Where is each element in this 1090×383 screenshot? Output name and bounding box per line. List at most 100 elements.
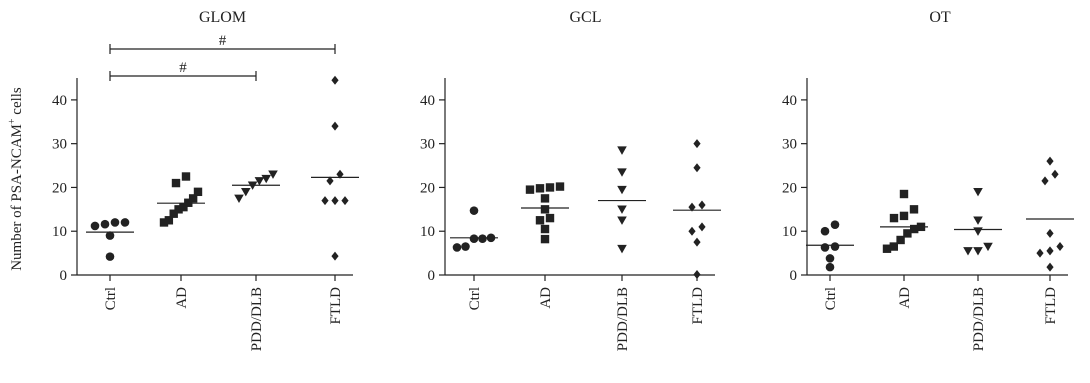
data-point-ftld bbox=[326, 176, 334, 186]
data-point-ctrl bbox=[105, 231, 115, 240]
data-point-ad bbox=[882, 244, 892, 253]
panel-title: OT bbox=[929, 9, 951, 26]
y-tick-label: 40 bbox=[52, 93, 67, 109]
data-point-ftld bbox=[331, 251, 339, 261]
y-tick-label: 20 bbox=[52, 180, 67, 196]
category-label: Ctrl bbox=[103, 287, 119, 310]
data-point-ftld bbox=[321, 196, 329, 206]
data-point-ad bbox=[179, 202, 188, 212]
data-point-ad bbox=[171, 178, 181, 188]
data-point-ad bbox=[889, 213, 899, 223]
data-point-pdd-dlb bbox=[254, 177, 265, 186]
data-point-ctrl bbox=[820, 226, 830, 236]
data-point-ftld bbox=[1046, 246, 1054, 256]
y-tick-label: 30 bbox=[420, 137, 435, 153]
data-point-ad bbox=[545, 213, 555, 223]
data-point-ad bbox=[903, 229, 912, 238]
category-label: AD bbox=[897, 287, 913, 309]
data-point-ctrl bbox=[825, 254, 835, 263]
y-axis-label-superscript: + bbox=[7, 118, 18, 124]
data-point-ad bbox=[174, 205, 183, 214]
panel-title: GLOM bbox=[199, 9, 246, 26]
data-point-ctrl bbox=[110, 218, 120, 227]
y-tick-label: 0 bbox=[790, 268, 798, 284]
data-point-ftld bbox=[331, 196, 339, 206]
data-point-ftld bbox=[1041, 176, 1049, 186]
y-tick-label: 0 bbox=[428, 268, 436, 284]
data-point-ctrl bbox=[120, 218, 130, 227]
data-point-ctrl bbox=[90, 221, 100, 231]
data-point-pdd-dlb bbox=[268, 170, 278, 179]
data-point-ad bbox=[540, 205, 550, 214]
data-point-ad bbox=[159, 218, 169, 227]
data-point-ctrl bbox=[100, 219, 110, 229]
y-tick-label: 10 bbox=[52, 224, 67, 240]
data-point-ctrl bbox=[830, 220, 840, 229]
data-point-pdd-dlb bbox=[617, 205, 627, 214]
data-point-ad bbox=[540, 234, 550, 244]
panel-glom: GLOM 0 10 20 30 40 Ctrl AD PDD/DLB FTLD # # bbox=[52, 9, 359, 351]
data-point-ad bbox=[899, 189, 909, 199]
data-point-ctrl bbox=[830, 242, 840, 251]
data-point-ftld bbox=[698, 222, 706, 232]
data-point-ftld bbox=[688, 202, 696, 212]
data-point-pdd-dlb bbox=[973, 227, 983, 236]
category-label: AD bbox=[538, 287, 554, 309]
data-point-ctrl bbox=[469, 206, 479, 215]
data-point-ftld bbox=[336, 169, 344, 179]
data-point-ctrl bbox=[452, 243, 462, 252]
category-label: FTLD bbox=[690, 287, 706, 325]
data-point-ad bbox=[540, 224, 550, 234]
data-point-ftld bbox=[1051, 169, 1059, 179]
category-label: PDD/DLB bbox=[249, 287, 265, 351]
data-point-ad bbox=[555, 182, 565, 191]
data-point-ftld bbox=[688, 226, 696, 236]
data-point-pdd-dlb bbox=[963, 247, 973, 256]
data-point-ctrl bbox=[469, 234, 479, 243]
data-point-ad bbox=[535, 216, 545, 225]
data-point-ctrl bbox=[486, 233, 496, 243]
significance-marker: # bbox=[179, 60, 187, 76]
chart-panels: GLOM 0 10 20 30 40 Ctrl AD PDD/DLB FTLD # # GCL 0 10 20… bbox=[52, 9, 1074, 351]
y-tick-label: 10 bbox=[420, 224, 435, 240]
data-point-ad bbox=[164, 216, 174, 225]
significance-bracket bbox=[109, 71, 257, 81]
y-tick-label: 20 bbox=[782, 180, 797, 196]
data-point-pdd-dlb bbox=[617, 146, 627, 155]
category-label: AD bbox=[174, 287, 190, 309]
category-label: PDD/DLB bbox=[615, 287, 631, 351]
y-axis-label-suffix: cells bbox=[9, 87, 25, 118]
data-point-ftld bbox=[693, 237, 701, 247]
data-point-ctrl bbox=[461, 242, 470, 251]
panel-title: GCL bbox=[570, 9, 602, 26]
y-axis-label: Number of PSA-NCAM+ cells bbox=[7, 87, 25, 271]
data-point-pdd-dlb bbox=[617, 244, 627, 254]
data-point-ctrl bbox=[478, 234, 487, 243]
data-point-pdd-dlb bbox=[247, 181, 258, 190]
data-point-pdd-dlb bbox=[983, 242, 993, 252]
data-point-pdd-dlb bbox=[973, 188, 983, 197]
data-point-ftld bbox=[1036, 248, 1044, 258]
data-point-ftld bbox=[1046, 262, 1054, 272]
data-point-ftld bbox=[331, 75, 339, 85]
data-point-ad bbox=[910, 224, 919, 234]
data-point-pdd-dlb bbox=[234, 194, 244, 203]
data-point-ad bbox=[188, 194, 198, 203]
data-point-ftld bbox=[1046, 156, 1054, 166]
y-axis-label-main: Number of PSA-NCAM bbox=[9, 124, 25, 271]
data-point-ad bbox=[916, 222, 926, 232]
category-label: Ctrl bbox=[467, 287, 483, 310]
data-point-ad bbox=[169, 209, 178, 218]
data-point-ad bbox=[535, 184, 545, 193]
data-point-ad bbox=[184, 198, 193, 207]
data-point-ad bbox=[545, 183, 555, 192]
y-tick-label: 40 bbox=[420, 93, 435, 109]
y-tick-label: 0 bbox=[60, 268, 68, 284]
data-point-ad bbox=[181, 172, 191, 181]
category-label: FTLD bbox=[328, 287, 344, 325]
data-point-pdd-dlb bbox=[617, 216, 627, 225]
data-point-pdd-dlb bbox=[261, 174, 271, 184]
data-point-ctrl bbox=[825, 262, 835, 272]
data-point-ftld bbox=[698, 200, 706, 210]
